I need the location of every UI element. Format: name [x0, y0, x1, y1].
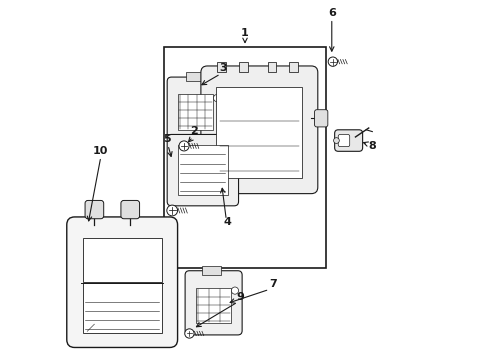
Circle shape	[214, 94, 220, 102]
Bar	[201, 266, 221, 275]
Bar	[82, 283, 162, 333]
Circle shape	[179, 141, 189, 151]
Text: 10: 10	[93, 145, 108, 156]
Circle shape	[328, 57, 338, 66]
Bar	[186, 72, 203, 81]
Text: 4: 4	[223, 217, 231, 227]
Circle shape	[231, 287, 239, 294]
Bar	[218, 62, 226, 72]
FancyBboxPatch shape	[167, 134, 239, 206]
Bar	[268, 62, 276, 72]
Text: 7: 7	[269, 279, 277, 289]
Bar	[216, 87, 302, 178]
Text: 8: 8	[368, 141, 376, 151]
FancyBboxPatch shape	[67, 217, 177, 347]
Bar	[196, 288, 231, 323]
Text: 2: 2	[190, 126, 198, 136]
Bar	[239, 62, 247, 72]
FancyBboxPatch shape	[315, 110, 328, 127]
Bar	[289, 62, 298, 72]
Text: 1: 1	[241, 28, 249, 38]
Text: 6: 6	[328, 8, 336, 18]
Circle shape	[167, 205, 177, 216]
Bar	[82, 238, 162, 282]
Text: 9: 9	[237, 292, 245, 302]
FancyBboxPatch shape	[185, 271, 242, 335]
FancyBboxPatch shape	[201, 66, 318, 194]
FancyBboxPatch shape	[335, 130, 363, 151]
Bar	[178, 94, 214, 130]
FancyBboxPatch shape	[167, 77, 224, 141]
Bar	[178, 145, 228, 195]
Text: 5: 5	[163, 134, 171, 144]
FancyBboxPatch shape	[338, 134, 350, 147]
Bar	[164, 47, 326, 268]
FancyBboxPatch shape	[85, 201, 104, 219]
Text: 3: 3	[220, 63, 227, 73]
FancyBboxPatch shape	[121, 201, 140, 219]
Circle shape	[334, 138, 339, 143]
Circle shape	[185, 329, 194, 338]
